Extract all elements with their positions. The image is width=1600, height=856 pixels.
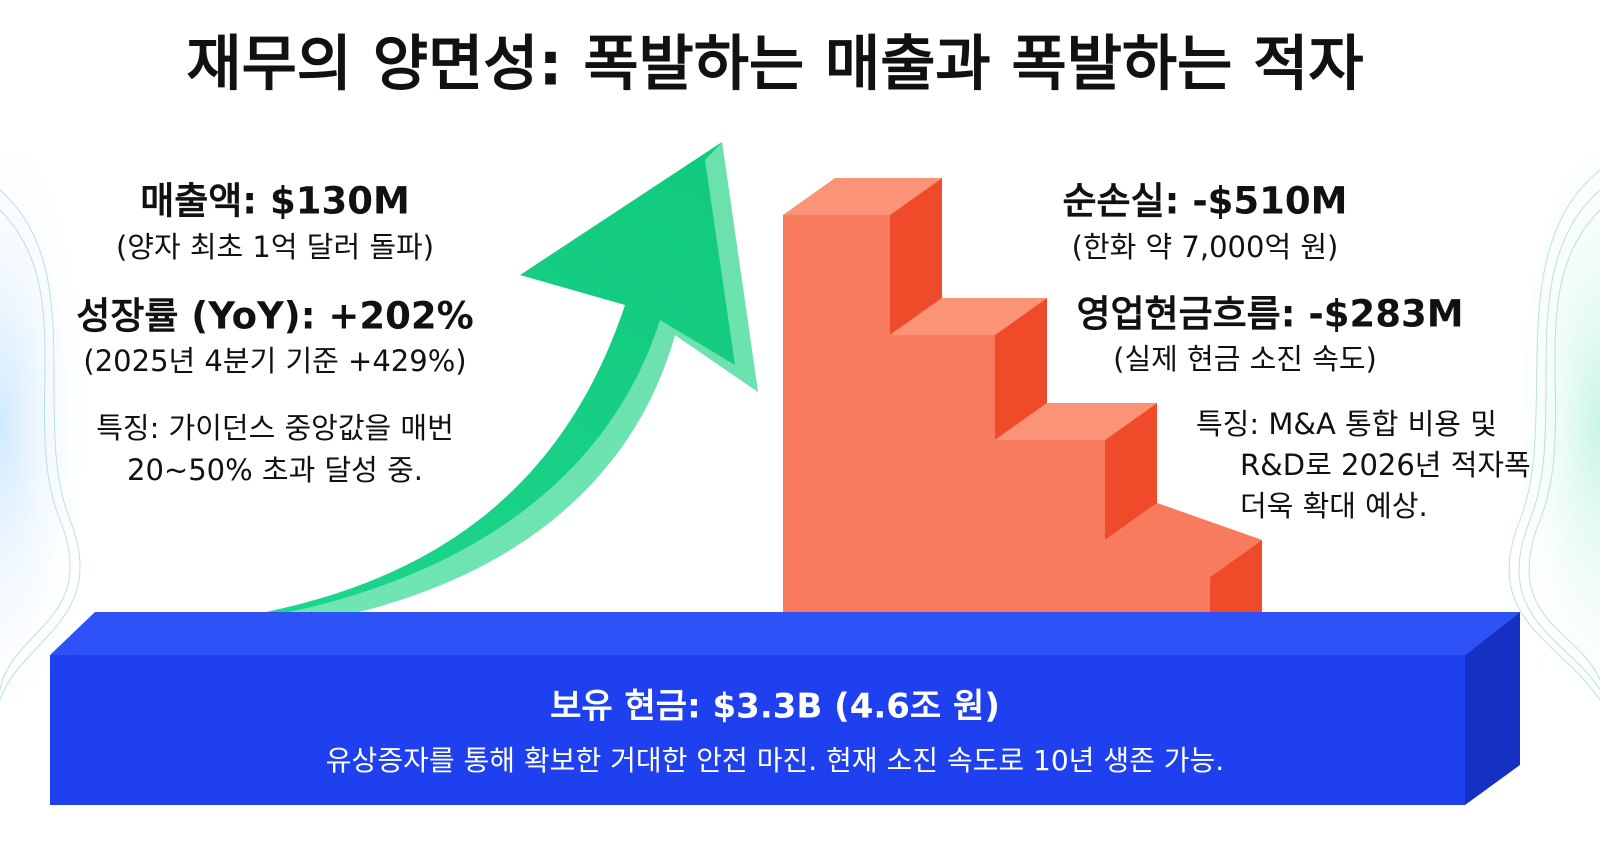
cash-flow-note: (실제 현금 소진 속도) (1113, 342, 1377, 376)
growth-arrow (100, 142, 758, 635)
feature-line: 특징: M&A 통합 비용 및 (1196, 407, 1497, 441)
net-loss-note: (한화 약 7,000억 원) (1072, 230, 1339, 264)
background-glow (1440, 150, 1600, 700)
net-loss-headline: 순손실: -$510M (1063, 180, 1348, 223)
growth-headline: 성장률 (YoY): +202% (76, 295, 473, 338)
feature-line: 특징: 가이던스 중앙값을 매번 (96, 411, 454, 445)
feature-line: 더욱 확대 예상. (1240, 489, 1428, 523)
feature-line: 20~50% 초과 달성 중. (127, 453, 423, 487)
revenue-note: (양자 최초 1억 달러 돌파) (116, 230, 434, 264)
cash-slab (50, 612, 1520, 805)
title: 재무의 양면성: 폭발하는 매출과 폭발하는 적자 (186, 30, 1363, 100)
cash-note: 유상증자를 통해 확보한 거대한 안전 마진. 현재 소진 속도로 10년 생존… (326, 744, 1224, 777)
loss-stairs (783, 178, 1262, 650)
cash-flow-headline: 영업현금흐름: -$283M (1076, 293, 1463, 336)
revenue-headline: 매출액: $130M (140, 180, 410, 223)
growth-note: (2025년 4분기 기준 +429%) (83, 344, 466, 378)
cash-headline: 보유 현금: $3.3B (4.6조 원) (550, 687, 1000, 727)
background-glow (0, 150, 160, 700)
feature-line: R&D로 2026년 적자폭 (1240, 448, 1531, 482)
decor-waves (0, 169, 1600, 701)
